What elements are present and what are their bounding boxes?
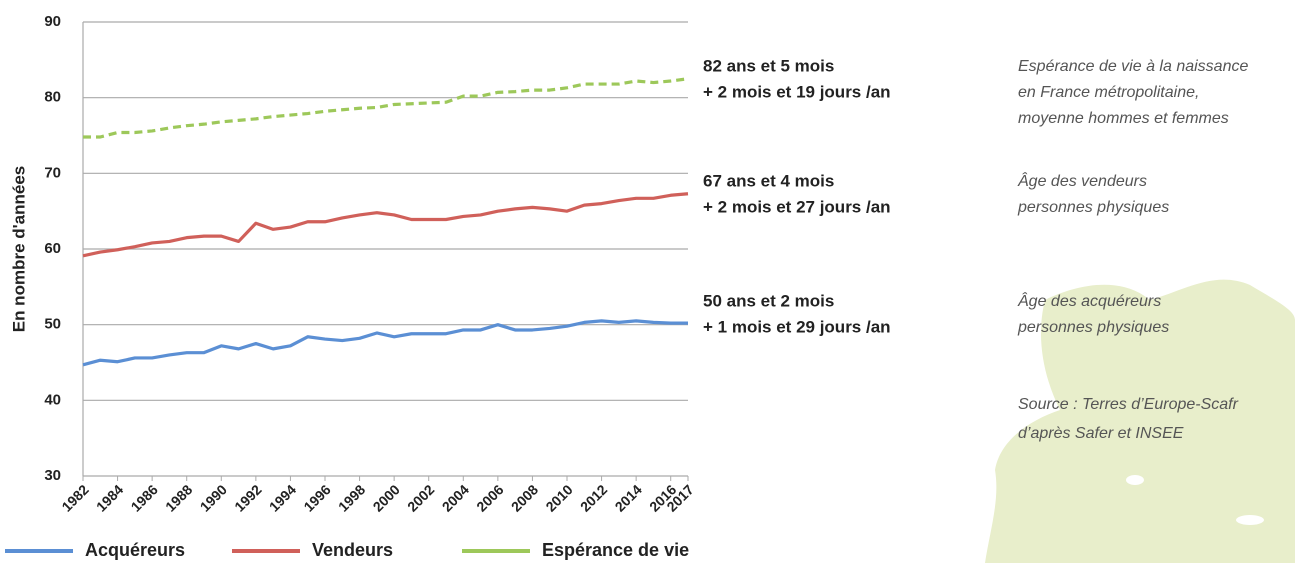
annotation-text: + 2 mois et 19 jours /an [703, 82, 891, 101]
background-map-shape [985, 279, 1295, 563]
source-note: d’après Safer et INSEE [1018, 425, 1184, 442]
x-tick-label: 1986 [128, 481, 161, 514]
y-tick-label: 40 [44, 391, 61, 408]
x-tick-label: 2006 [473, 481, 506, 514]
annotation-note: moyenne hommes et femmes [1018, 110, 1229, 127]
annotation-note: Âge des vendeurs [1017, 171, 1147, 190]
legend-label: Acquéreurs [85, 540, 185, 560]
x-tick-label: 2004 [439, 481, 472, 514]
x-tick-label: 1990 [197, 481, 230, 514]
annotation-text: 67 ans et 4 mois [703, 171, 834, 190]
annotation-note: personnes physiques [1017, 319, 1169, 336]
x-tick-label: 1984 [93, 481, 126, 514]
series-line [82, 319, 688, 367]
y-tick-label: 80 [44, 89, 61, 106]
map-hole [1126, 475, 1144, 485]
annotation-text: 50 ans et 2 mois [703, 291, 834, 310]
y-tick-label: 50 [44, 316, 61, 333]
x-tick-label: 2012 [577, 481, 610, 514]
annotation-note: en France métropolitaine, [1018, 84, 1199, 101]
x-tick-label: 1988 [162, 481, 195, 514]
x-tick-label: 1996 [300, 481, 333, 514]
x-tick-label: 2000 [370, 481, 403, 514]
y-tick-label: 90 [44, 13, 61, 30]
annotation-note: Âge des acquéreurs [1017, 291, 1161, 310]
y-tick-label: 60 [44, 240, 61, 257]
x-tick-label: 2010 [542, 481, 575, 514]
annotation-note: personnes physiques [1017, 199, 1169, 216]
map-hole [1236, 515, 1264, 525]
x-tick-label: 1998 [335, 481, 368, 514]
annotation-text: 82 ans et 5 mois [703, 56, 834, 75]
y-axis-title: En nombre d'années [9, 166, 28, 333]
y-tick-label: 30 [44, 467, 61, 484]
annotation-note: Espérance de vie à la naissance [1018, 58, 1248, 75]
annotation-text: + 1 mois et 29 jours /an [703, 317, 891, 336]
x-tick-label: 2008 [508, 481, 541, 514]
x-tick-label: 2014 [612, 481, 645, 514]
legend-label: Vendeurs [312, 540, 393, 560]
series-line [82, 192, 689, 258]
x-tick-label: 1982 [58, 481, 91, 514]
x-tick-label: 1994 [266, 481, 299, 514]
annotation-text: + 2 mois et 27 jours /an [703, 197, 891, 216]
source-note: Source : Terres d’Europe-Scafr [1018, 396, 1239, 413]
y-tick-label: 70 [44, 164, 61, 181]
x-tick-label: 1992 [231, 481, 264, 514]
x-tick-label: 2002 [404, 481, 437, 514]
series-line [83, 77, 689, 139]
legend-label: Espérance de vie [542, 540, 689, 560]
